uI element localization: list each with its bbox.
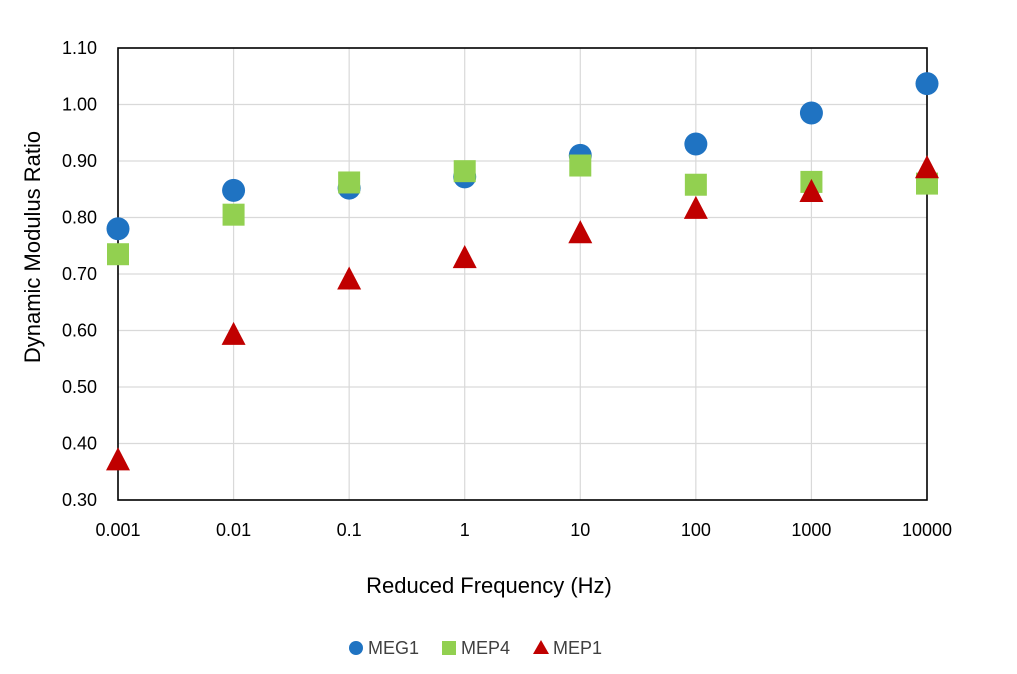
legend-item-meg1: MEG1 xyxy=(349,638,419,658)
data-point-mep4 xyxy=(107,243,129,266)
x-tick-label: 0.1 xyxy=(337,520,362,540)
legend: MEG1 MEP4 MEP1 xyxy=(349,638,602,658)
data-points xyxy=(106,72,939,471)
legend-item-mep1: MEP1 xyxy=(533,638,602,658)
series-mep1 xyxy=(106,155,939,471)
y-tick-label: 1.00 xyxy=(62,95,97,115)
plot-area-border xyxy=(117,47,928,501)
data-point-meg1 xyxy=(915,72,939,96)
data-point-mep1 xyxy=(106,447,130,471)
x-axis-tick-labels: 0.001 0.01 0.1 1 10 100 1000 10000 xyxy=(95,520,952,540)
data-point-mep1 xyxy=(915,155,939,179)
x-tick-label: 1 xyxy=(460,520,470,540)
data-point-mep1 xyxy=(337,266,362,290)
legend-marker xyxy=(349,641,363,655)
data-point-mep1 xyxy=(221,321,246,345)
data-point-mep4 xyxy=(684,173,707,196)
x-tick-label: 10 xyxy=(570,520,590,540)
data-point-mep1 xyxy=(683,195,708,219)
series-mep4 xyxy=(107,154,938,266)
data-point-mep1 xyxy=(568,220,593,244)
y-tick-label: 0.90 xyxy=(62,151,97,171)
y-tick-label: 1.10 xyxy=(62,38,97,58)
legend-marker xyxy=(533,640,549,654)
y-axis-title: Dynamic Modulus Ratio xyxy=(20,131,45,363)
y-tick-label: 0.80 xyxy=(62,208,97,228)
data-point-mep4 xyxy=(569,154,592,177)
x-tick-label: 0.01 xyxy=(216,520,251,540)
y-tick-label: 0.70 xyxy=(62,264,97,284)
data-point-mep4 xyxy=(222,203,245,226)
data-point-mep1 xyxy=(452,244,477,269)
y-tick-label: 0.60 xyxy=(62,321,97,341)
legend-label: MEP1 xyxy=(553,638,602,658)
legend-item-mep4: MEP4 xyxy=(442,638,510,658)
x-tick-label: 0.001 xyxy=(95,520,140,540)
y-tick-label: 0.50 xyxy=(62,377,97,397)
data-point-meg1 xyxy=(222,178,246,202)
y-tick-label: 0.40 xyxy=(62,434,97,454)
legend-label: MEP4 xyxy=(461,638,510,658)
x-axis-title: Reduced Frequency (Hz) xyxy=(366,573,612,598)
data-point-mep1 xyxy=(799,178,824,202)
x-tick-label: 10000 xyxy=(902,520,952,540)
x-tick-label: 100 xyxy=(681,520,711,540)
legend-label: MEG1 xyxy=(368,638,419,658)
data-point-meg1 xyxy=(799,101,823,125)
data-point-mep4 xyxy=(338,171,361,194)
x-tick-label: 1000 xyxy=(791,520,831,540)
data-point-meg1 xyxy=(106,217,130,241)
data-point-mep4 xyxy=(453,160,476,183)
data-point-meg1 xyxy=(684,132,708,156)
legend-marker xyxy=(442,641,456,655)
y-axis-tick-labels: 0.30 0.40 0.50 0.60 0.70 0.80 0.90 1.00 1.10 xyxy=(62,38,97,510)
y-tick-label: 0.30 xyxy=(62,490,97,510)
